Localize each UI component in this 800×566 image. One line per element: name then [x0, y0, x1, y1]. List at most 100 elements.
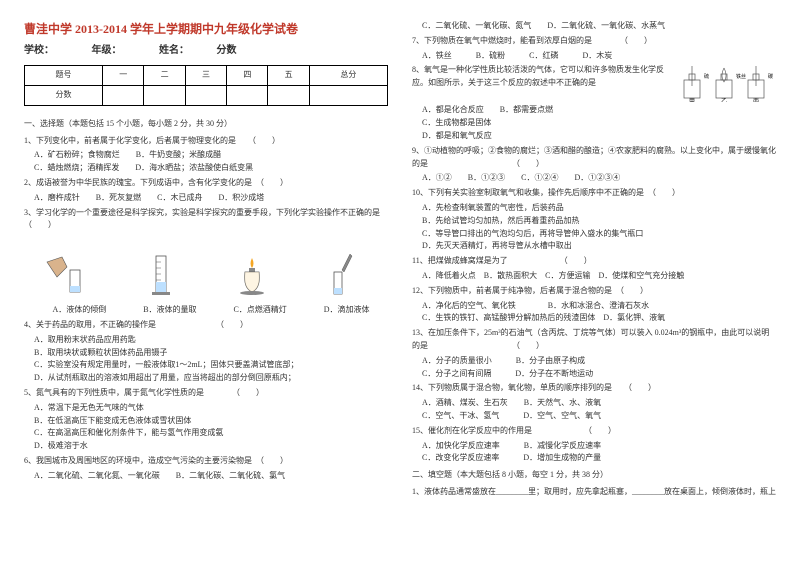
- q8b: B．都需要点燃: [500, 105, 553, 114]
- name-label: 姓名：: [159, 45, 184, 56]
- measuring-cylinder-icon: [138, 252, 184, 298]
- row-score-label: 分数: [25, 85, 103, 105]
- th-num: 题号: [25, 66, 103, 86]
- q15c: C．改变化学反应速率: [422, 453, 499, 462]
- q7a: A．铁丝: [422, 51, 452, 60]
- q6-opts-right: C．二氧化硫、一氧化碳、氮气 D．二氧化硫、一氧化碳、水蒸气: [422, 20, 776, 33]
- score-table: 题号 一 二 三 四 五 总分 分数: [24, 65, 388, 106]
- q7d: D．木炭: [582, 51, 612, 60]
- svg-text:丙: 丙: [753, 98, 759, 102]
- score-label: 分数: [217, 45, 237, 56]
- q11-opts: A．降低着火点 B．散热面积大 C．方便运输 D．使煤和空气充分接触: [422, 270, 776, 283]
- section-1-heading: 一、选择题（本题包括 15 个小题，每小题 2 分，共 30 分）: [24, 118, 388, 131]
- q15-opts: A．加快化学反应速率 B．减慢化学反应速率 C．改变化学反应速率 D．增加生成物…: [422, 440, 776, 466]
- q8: 甲 硫 乙 铁丝 丙 碳 8、氧气是一种化学性: [412, 64, 776, 102]
- q3-label-b: B．液体的量取: [143, 304, 196, 317]
- q6-opts-left: A．二氧化硫、二氧化氮、一氧化碳 B．二氧化碳、二氧化硫、氯气: [34, 470, 388, 483]
- q15b: B．减慢化学反应速率: [524, 441, 601, 450]
- q9: 9、①动植物的呼吸；②食物的腐烂；③酒和醋的酿造；④农家肥料的腐熟。以上变化中，…: [412, 145, 776, 171]
- q9c: C．①②④: [521, 173, 558, 182]
- q13d: D．分子在不断地运动: [515, 369, 593, 378]
- q2d: D．积沙成塔: [218, 193, 264, 202]
- q4-opts: A．取用粉末状药品应用药匙 B．取用块状或颗粒状固体药品用镊子 C．实验室没有规…: [34, 334, 388, 385]
- figure-d-dropper: [313, 248, 373, 298]
- q6b: B．二氧化碳、二氧化硫、氯气: [176, 471, 285, 480]
- q15a: A．加快化学反应速率: [422, 441, 500, 450]
- table-row: 分数: [25, 85, 388, 105]
- q3: 3、学习化学的一个重要途径是科学探究，实验是科学探究的重要手段，下列化学实验操作…: [24, 207, 388, 233]
- dropper-icon: [320, 252, 366, 298]
- q6c: C．二氧化硫、一氧化碳、氮气: [422, 21, 531, 30]
- q11b: B．散热面积大: [484, 271, 537, 280]
- q1a: A．矿石粉碎；食物腐烂: [34, 150, 120, 159]
- q8d: D．都是和氧气反应: [422, 130, 776, 143]
- pouring-liquid-icon: [42, 252, 98, 298]
- q5d: D．极难溶于水: [34, 440, 388, 453]
- q7b: B．硫粉: [476, 51, 505, 60]
- q10a: A．先检查制氧装置的气密性，后装药品: [422, 202, 776, 215]
- figure-b-measuring: [131, 248, 191, 298]
- q3-labels: A．液体的倾倒 B．液体的量取 C．点燃酒精灯 D．滴加液体: [34, 304, 388, 317]
- q5a: A．常温下是无色无气味的气体: [34, 402, 388, 415]
- q9b: B．①②③: [468, 173, 505, 182]
- q5-opts: A．常温下是无色无气味的气体 B．在低温高压下能变成无色液体或雪状固体 C．在高…: [34, 402, 388, 453]
- q11c: C．方便运输: [545, 271, 590, 280]
- q13: 13、在加压条件下，25m³的石油气（含丙烷、丁烷等气体）可以装入 0.024m…: [412, 327, 776, 353]
- q2a: A．磨杵成针: [34, 193, 80, 202]
- q12c: C．生铁的铁钉、高锰酸钾分解加热后的残渣固体: [422, 313, 595, 322]
- q3-label-c: C．点燃酒精灯: [233, 304, 286, 317]
- q10: 10、下列有关实验室制取氧气和收集，操作先后顺序中不正确的是 （ ）: [412, 187, 776, 200]
- q1c: C．蜡烛燃烧；酒精挥发: [34, 163, 119, 172]
- th-5: 五: [268, 66, 309, 86]
- th-3: 三: [185, 66, 226, 86]
- q5: 5、氮气具有的下列性质中，属于氮气化学性质的是 （ ）: [24, 387, 388, 400]
- left-column: 曹洼中学 2013-2014 学年上学期期中九年级化学试卷 学校： 年级： 姓名…: [24, 20, 388, 546]
- q16: 1、液体药品通常盛放在________里；取用时，应先拿起瓶塞，________…: [412, 486, 776, 499]
- q5b: B．在低温高压下能变成无色液体或雪状固体: [34, 415, 388, 428]
- q9a: A．①②: [422, 173, 452, 182]
- svg-text:铁丝: 铁丝: [736, 73, 746, 80]
- q2-opts: A．磨杵成针 B．死灰复燃 C．木已成舟 D．积沙成塔: [34, 192, 388, 205]
- three-bottles-icon: 甲 硫 乙 铁丝 丙 碳: [676, 64, 776, 102]
- q14-opts: A．酒精、煤炭、生石灰 B．天然气、水、液氧 C．空气、干冰、氢气 D．空气、空…: [422, 397, 776, 423]
- table-row: 题号 一 二 三 四 五 总分: [25, 66, 388, 86]
- q8-figure: 甲 硫 乙 铁丝 丙 碳: [676, 64, 776, 102]
- q6: 6、我国城市及周围地区的环境中，造成空气污染的主要污染物是 （ ）: [24, 455, 388, 468]
- q11a: A．降低着火点: [422, 271, 476, 280]
- q9-opts: A．①② B．①②③ C．①②④ D．①②③④: [422, 172, 776, 185]
- q15d: D．增加生成物的产量: [523, 453, 601, 462]
- exam-title: 曹洼中学 2013-2014 学年上学期期中九年级化学试卷: [24, 20, 388, 39]
- q2b: B．死灰复燃: [96, 193, 141, 202]
- q12b: B．水和冰混合、澄清石灰水: [548, 301, 649, 310]
- q9d: D．①②③④: [574, 173, 620, 182]
- svg-text:碳: 碳: [768, 73, 773, 80]
- alcohol-lamp-icon: [229, 252, 275, 298]
- q8c: C．生成物都是固体: [422, 117, 776, 130]
- q14: 14、下列物质属于混合物，氧化物，单质的顺序排列的是 （ ）: [412, 382, 776, 395]
- q3-label-a: A．液体的倾倒: [52, 304, 106, 317]
- q6d: D．二氧化硫、一氧化碳、水蒸气: [547, 21, 665, 30]
- th-4: 四: [227, 66, 268, 86]
- student-info-line: 学校： 年级： 姓名： 分数: [24, 43, 388, 59]
- q12d: D．氯化钾、液氧: [603, 313, 665, 322]
- q4d: D．从试剂瓶取出的溶液如用超出了用量，应当将超出的部分倒回原瓶内；: [34, 372, 388, 385]
- th-1: 一: [103, 66, 144, 86]
- section-2-heading: 二、填空题（本大题包括 8 小题，每空 1 分，共 38 分）: [412, 469, 776, 482]
- q8-opts: A．都是化合反应 B．都需要点燃 C．生成物都是固体 D．都是和氧气反应: [422, 104, 776, 142]
- q8-text: 8、氧气是一种化学性质比较活泼的气体，它可以和许多物质发生化学反应。如图所示，关…: [412, 65, 664, 87]
- th-2: 二: [144, 66, 185, 86]
- q10c: C．等导管口排出的气泡均匀后，再将导管伸入盛水的集气瓶口: [422, 228, 776, 241]
- q12: 12、下列物质中，前者属于纯净物，后者属于混合物的是 （ ）: [412, 285, 776, 298]
- svg-text:硫: 硫: [704, 73, 709, 80]
- figure-c-alcohol-lamp: [222, 248, 282, 298]
- q10-opts: A．先检查制氧装置的气密性，后装药品 B．先给试管均匀加热，然后再着重药品加热 …: [422, 202, 776, 253]
- q14a: A．酒精、煤炭、生石灰: [422, 398, 508, 407]
- q13c: C．分子之间有间隔: [422, 369, 491, 378]
- q13a: A．分子的质量很小: [422, 356, 492, 365]
- q15: 15、催化剂在化学反应中的作用是 （ ）: [412, 425, 776, 438]
- q4: 4、关于药品的取用，不正确的操作是 （ ）: [24, 319, 388, 332]
- q10b: B．先给试管均匀加热，然后再着重药品加热: [422, 215, 776, 228]
- grade-label: 年级：: [92, 45, 117, 56]
- q1d: D．海水晒盐；浓盐酸使白纸变黑: [135, 163, 253, 172]
- q8a: A．都是化合反应: [422, 105, 484, 114]
